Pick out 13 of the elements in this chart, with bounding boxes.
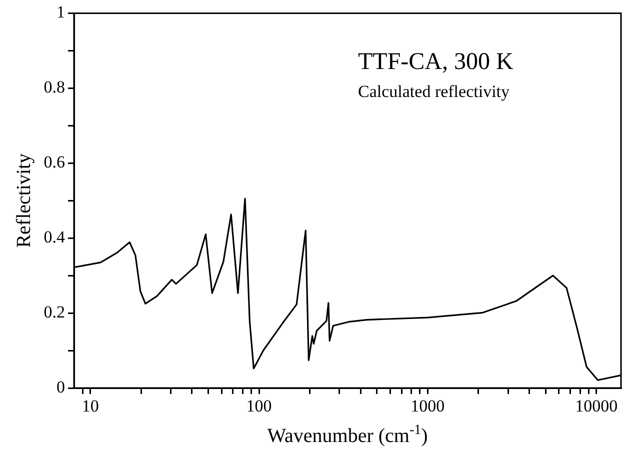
y-tick-label: 0.6 [44,152,65,172]
x-tick-label: 1000 [410,396,445,416]
annotation: Calculated reflectivity [358,82,510,101]
x-tick-label: 10000 [575,396,618,416]
x-tick-label: 100 [246,396,272,416]
x-tick-label: 10 [82,396,99,416]
y-tick-label: 0.4 [44,228,66,247]
annotation: TTF-CA, 300 K [358,49,514,75]
y-tick-label: 1 [56,2,65,22]
y-tick-label: 0.8 [44,78,65,97]
y-tick-label: 0 [56,377,65,396]
y-tick-label: 0.2 [44,302,65,322]
y-axis-title: Reflectivity [13,153,35,248]
